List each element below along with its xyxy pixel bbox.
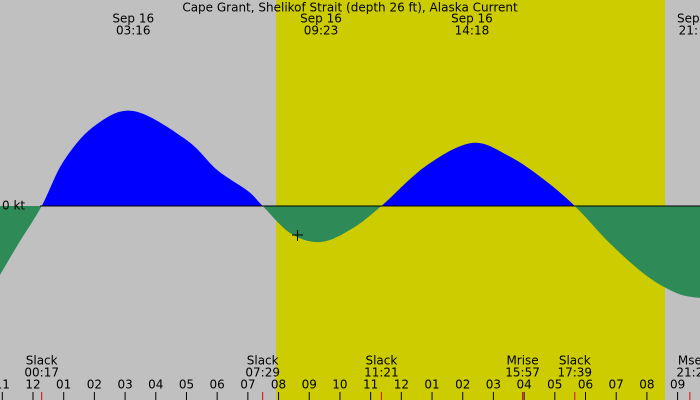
x-tick-label: 09 [670,378,685,392]
peak-time: 21: [679,24,698,38]
x-tick-label: 07 [609,378,624,392]
event-time: 11:21 [364,366,399,380]
event-time: 07:29 [245,366,280,380]
x-tick-label: 06 [210,378,225,392]
event-name: Slack [247,354,279,368]
x-tick-label: 09 [302,378,317,392]
event-time: 00:17 [24,366,59,380]
x-tick-label: 07 [240,378,255,392]
chart-title: Cape Grant, Shelikof Strait (depth 26 ft… [182,1,518,15]
x-tick-label: 10 [332,378,347,392]
peak-date: Sep 16 [300,12,342,26]
x-tick-label: 02 [87,378,102,392]
x-tick-label: 11 [0,378,10,392]
x-tick-label: 12 [25,378,40,392]
x-tick-label: 08 [639,378,654,392]
peak-time: 09:23 [304,24,339,38]
peak-time: 14:18 [455,24,490,38]
x-tick-label: 05 [547,378,562,392]
peak-date: Sep [677,12,700,26]
ebb-area [0,206,700,298]
x-tick-label: 03 [117,378,132,392]
event-time: 15:57 [505,366,540,380]
x-tick-label: 12 [394,378,409,392]
x-tick-label: 06 [578,378,593,392]
event-time: 21:2 [676,366,700,380]
peak-date: Sep 16 [112,12,154,26]
x-tick-label: 02 [455,378,470,392]
x-tick-label: 01 [56,378,71,392]
x-tick-label: 03 [486,378,501,392]
x-tick-label: 04 [148,378,163,392]
event-time: 17:39 [557,366,592,380]
event-name: Mrise [506,354,538,368]
x-tick-label: 04 [516,378,531,392]
x-tick-label: 01 [424,378,439,392]
x-tick-label: 05 [179,378,194,392]
x-tick-label: 08 [271,378,286,392]
x-tick-label: 11 [363,378,378,392]
event-name: Slack [26,354,58,368]
event-name: Slack [365,354,397,368]
event-name: Mse [678,354,700,368]
flood-area [0,110,700,206]
peak-time: 03:16 [116,24,151,38]
zero-label: 0 kt [2,199,25,213]
event-name: Slack [559,354,591,368]
cursor [292,230,303,241]
peak-date: Sep 16 [451,12,493,26]
